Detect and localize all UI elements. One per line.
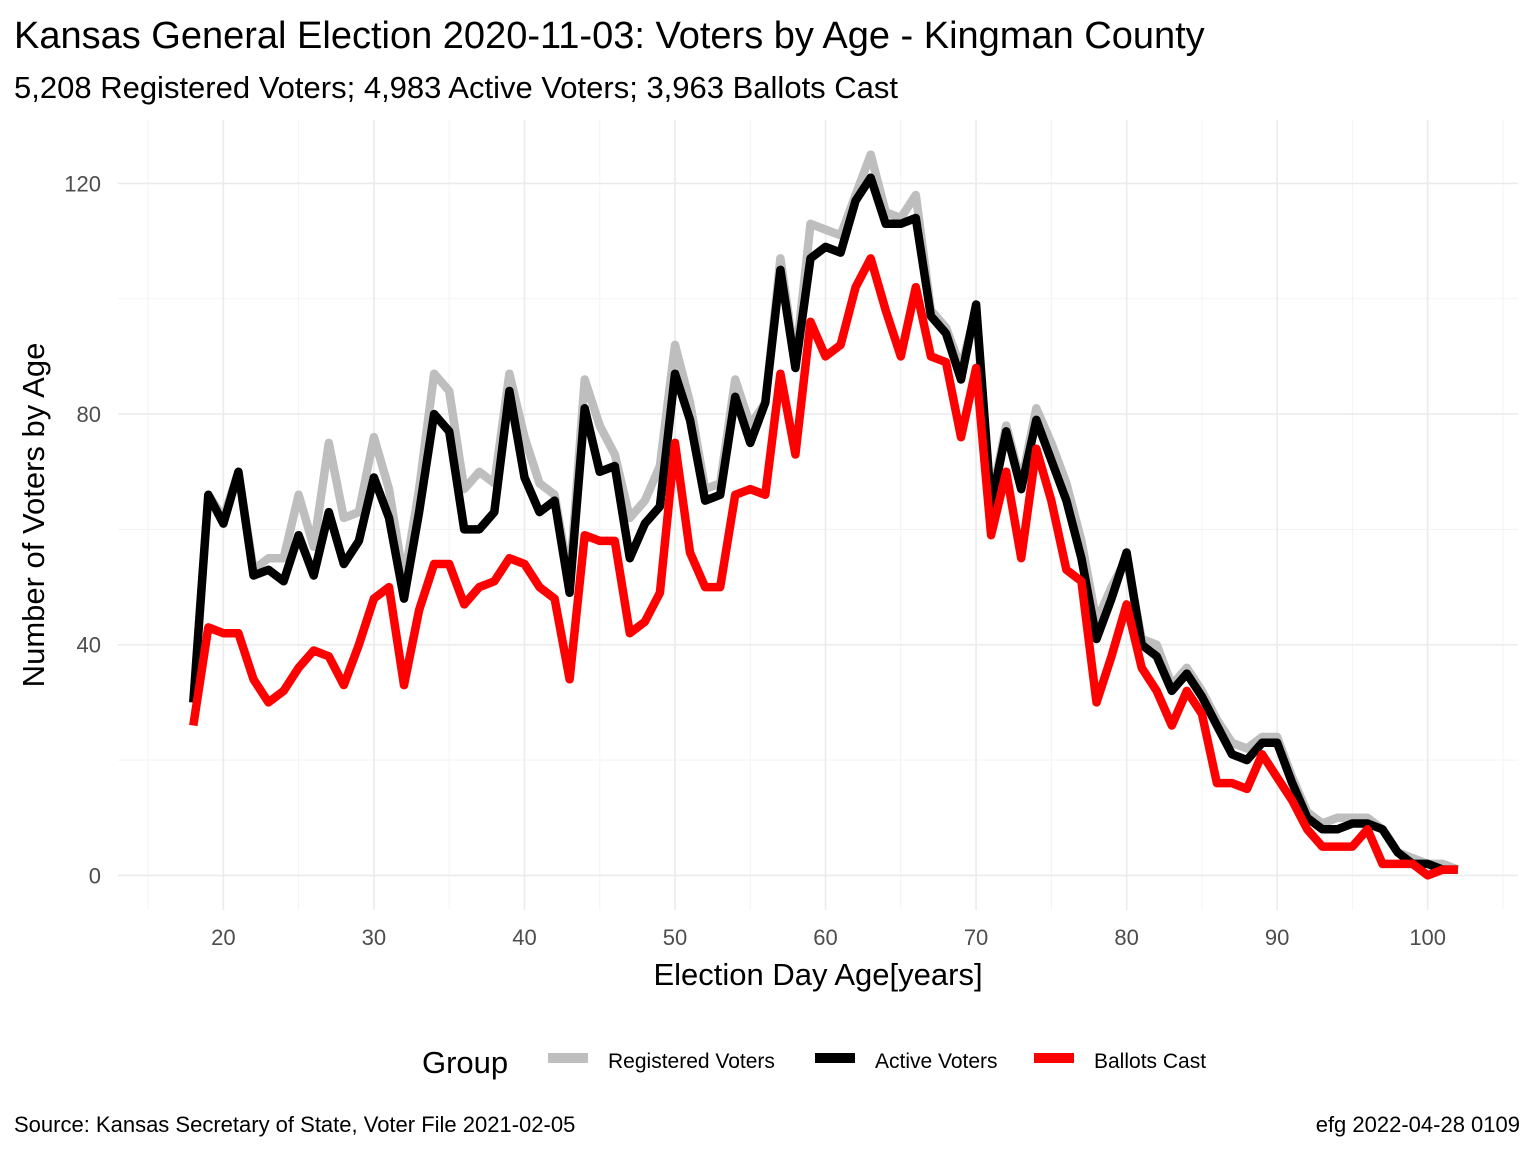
y-tick-label: 0 bbox=[89, 863, 101, 888]
x-tick-label: 90 bbox=[1265, 925, 1289, 950]
y-tick-label: 40 bbox=[77, 633, 101, 658]
series-layer bbox=[189, 150, 1460, 880]
x-tick-label: 60 bbox=[813, 925, 837, 950]
source-caption: Source: Kansas Secretary of State, Voter… bbox=[14, 1112, 575, 1137]
legend-key-active-voters bbox=[815, 1053, 855, 1063]
x-axis-title: Election Day Age[years] bbox=[653, 957, 982, 992]
chart-subtitle: 5,208 Registered Voters; 4,983 Active Vo… bbox=[14, 70, 898, 105]
x-tick-label: 100 bbox=[1409, 925, 1446, 950]
y-axis-title: Number of Voters by Age bbox=[16, 343, 51, 688]
legend-key-ballots-cast bbox=[1034, 1053, 1074, 1063]
legend-label-active-voters: Active Voters bbox=[875, 1050, 998, 1073]
legend-key-registered-voters bbox=[548, 1053, 588, 1063]
x-tick-label: 70 bbox=[964, 925, 988, 950]
legend: Group Registered Voters Active Voters Ball… bbox=[422, 1045, 1206, 1080]
y-tick-label: 80 bbox=[77, 402, 101, 427]
x-tick-label: 30 bbox=[362, 925, 386, 950]
x-tick-label: 20 bbox=[211, 925, 235, 950]
chart-title: Kansas General Election 2020-11-03: Vote… bbox=[14, 15, 1205, 57]
y-tick-labels: 0 40 80 120 bbox=[64, 171, 101, 888]
series-line-active-voters bbox=[189, 173, 1458, 874]
x-tick-label: 40 bbox=[512, 925, 536, 950]
x-tick-label: 80 bbox=[1114, 925, 1138, 950]
series-line-ballots-cast bbox=[189, 254, 1458, 880]
legend-label-registered-voters: Registered Voters bbox=[608, 1050, 775, 1073]
legend-title: Group bbox=[422, 1045, 508, 1080]
legend-label-ballots-cast: Ballots Cast bbox=[1094, 1050, 1206, 1073]
y-tick-label: 120 bbox=[64, 171, 101, 196]
x-tick-label: 50 bbox=[663, 925, 687, 950]
credit-caption: efg 2022-04-28 0109 bbox=[1316, 1112, 1520, 1137]
x-tick-labels: 20 30 40 50 60 70 80 90 100 bbox=[211, 925, 1446, 950]
